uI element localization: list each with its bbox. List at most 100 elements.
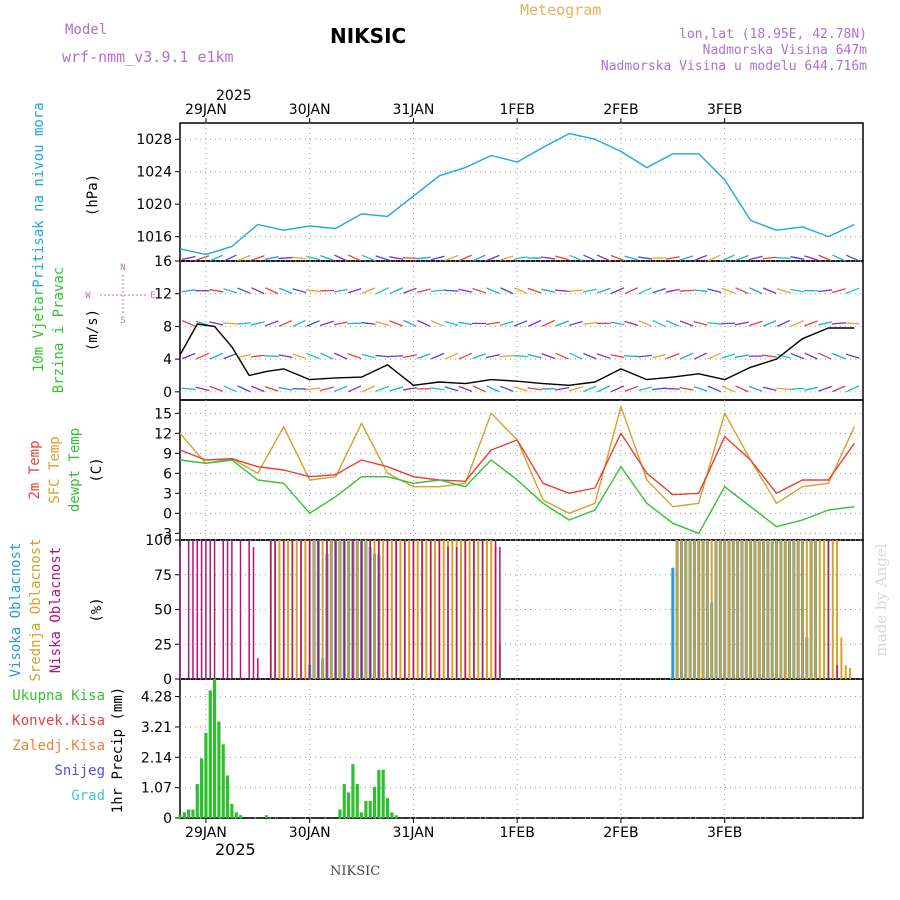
wind-arrow (555, 352, 569, 360)
wind-arrow (278, 287, 293, 294)
wind-arrow (223, 254, 237, 262)
cloud-label-low: Niska Oblacnost (48, 547, 64, 673)
wind-arrow (638, 287, 652, 295)
wind-arrow (790, 256, 805, 260)
legend-freezing-rain: Zaledj.Kisa (12, 738, 105, 754)
wind-arrow (458, 352, 472, 360)
wind-arrow (652, 353, 666, 359)
temp-tick-label: 6 (163, 466, 172, 482)
top-day-label: 2FEB (603, 102, 638, 118)
wind-arrow (776, 353, 791, 359)
pressure-tick-label: 1028 (136, 132, 172, 148)
temp-tick-label: 0 (163, 506, 172, 522)
wind-arrow (527, 319, 542, 327)
wind-arrow (500, 287, 514, 295)
precip-tick-label: 2.14 (141, 750, 172, 766)
wind-arrow (527, 387, 542, 391)
wind-arrow (831, 288, 846, 294)
wind-arrow (818, 254, 832, 262)
precip-tick-label: 4.28 (141, 690, 172, 706)
wind-arrow (472, 254, 486, 262)
precip-bar (264, 815, 269, 818)
wind-arrow (499, 354, 514, 358)
wind-arrow (513, 256, 528, 260)
model-label: Model (65, 22, 107, 38)
wind-arrow (569, 320, 583, 326)
wind-arrow (306, 387, 321, 391)
wind-arrow (652, 287, 666, 294)
wind-arrow (444, 386, 459, 392)
wind-arrow (334, 385, 348, 392)
model-elevation: Nadmorska Visina u modelu 644.716m (601, 59, 867, 74)
wind-arrow (665, 256, 680, 260)
wind-arrow (334, 254, 348, 262)
wind-arrow (665, 387, 680, 390)
bottom-day-label: 30JAN (289, 825, 331, 841)
wind-arrow (666, 353, 680, 360)
wind-arrow (513, 386, 528, 392)
wind-arrow (624, 255, 639, 261)
wind-arrow (348, 254, 362, 262)
wind-arrow (541, 288, 556, 293)
wind-arrow (389, 355, 404, 358)
wind-arrow (679, 352, 694, 360)
wind-arrow (278, 319, 293, 327)
wind-arrow (541, 319, 555, 327)
wind-arrow (817, 321, 832, 326)
wind-arrow (707, 254, 721, 262)
precip-bar (359, 812, 364, 818)
wind-arrow (195, 386, 210, 392)
temp-label-dewpt: dewpt Temp (67, 428, 83, 512)
wind-arrow (735, 254, 749, 262)
wind-arrow (569, 352, 583, 360)
wind-arrow (624, 287, 638, 295)
wind-arrow (389, 386, 404, 392)
wind-arrow (195, 255, 210, 261)
temp-unit: (C) (89, 457, 105, 482)
wind-arrow (597, 385, 611, 393)
precip-bar (234, 812, 238, 818)
wind-arrow (237, 353, 251, 359)
wind-tick-label: 16 (154, 254, 172, 270)
wind-arrow (790, 288, 805, 293)
precip-bar (385, 798, 390, 818)
wind-arrow (444, 289, 459, 292)
pressure-line (179, 132, 855, 256)
wind-unit: (m/s) (85, 309, 101, 351)
temp2m-line (179, 432, 855, 496)
wind-arrow (832, 385, 846, 393)
wind-arrow (223, 288, 238, 294)
wind-arrow (527, 287, 542, 294)
wind-arrow (845, 287, 860, 294)
wind-arrow (610, 354, 625, 359)
wind-arrow (513, 320, 528, 327)
wind-arrow (389, 320, 403, 327)
wind-arrow (264, 386, 279, 392)
top-day-label: 1FEB (499, 102, 534, 118)
wind-arrow (320, 352, 334, 360)
wind-arrow (818, 352, 832, 360)
cloud-unit: (%) (89, 597, 105, 622)
wind-arrow (292, 353, 307, 359)
wind-arrow (555, 289, 570, 292)
wind-arrow (195, 352, 210, 360)
precip-tick-label: 0 (163, 811, 172, 827)
wind-arrow (278, 354, 293, 359)
wind-arrow (679, 255, 694, 261)
panel-frame-wind (179, 260, 864, 401)
wind-arrow (693, 386, 708, 392)
wind-arrow (845, 254, 860, 262)
wind-arrow (292, 288, 307, 294)
compass-east: E (150, 291, 155, 301)
temp-tick-label: 15 (154, 406, 172, 422)
wind-arrow (223, 322, 238, 325)
wind-arrow (555, 255, 570, 261)
precip-bar (390, 812, 394, 818)
wind-arrow (292, 256, 307, 260)
wind-arrow (458, 288, 473, 293)
temp-tick-label: 9 (163, 446, 172, 462)
wind-arrow (555, 387, 570, 391)
meteogram-label: Meteogram (520, 1, 601, 19)
wind-arrow (389, 287, 403, 295)
wind-arrow (804, 320, 818, 327)
